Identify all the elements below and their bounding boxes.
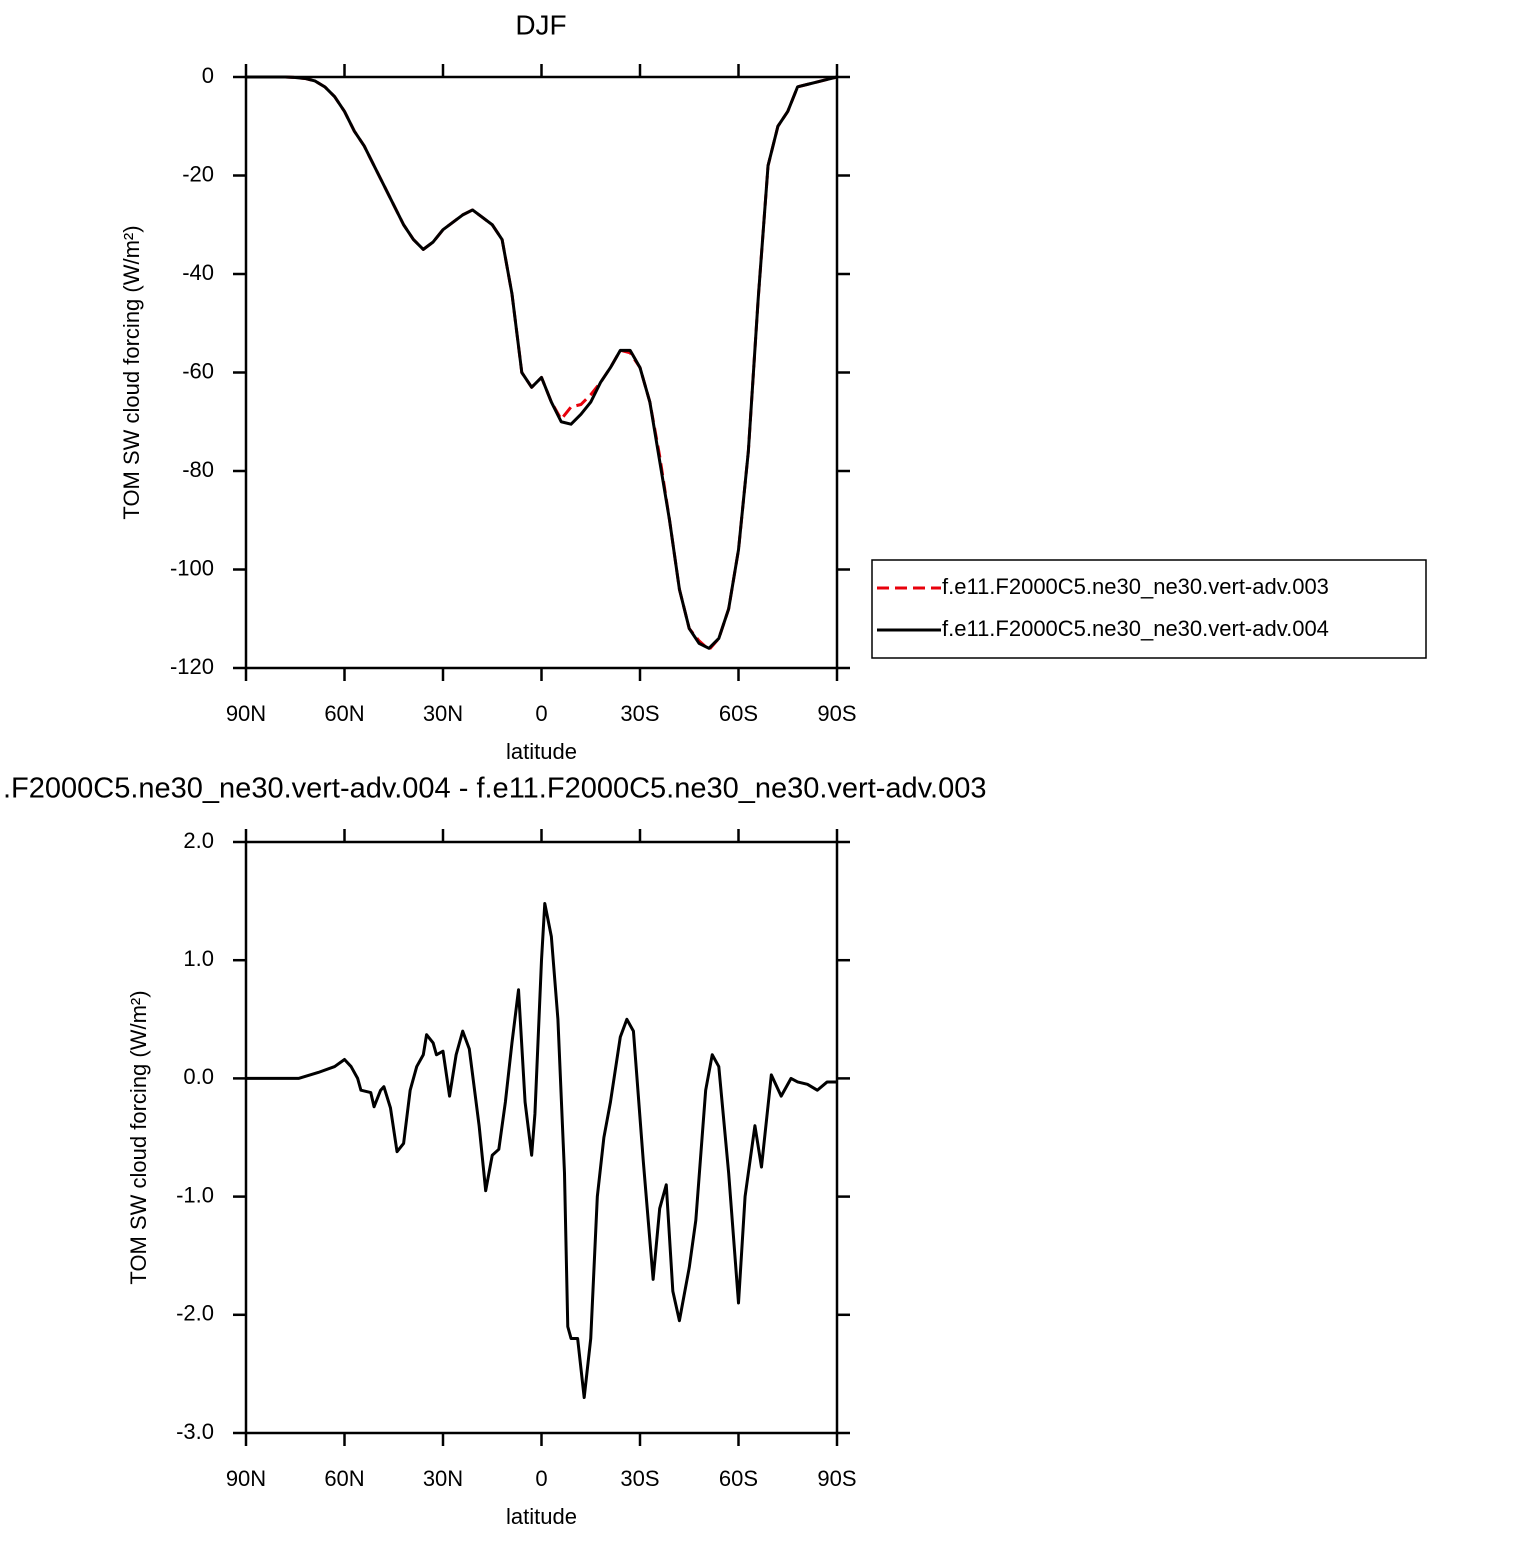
y-tick-label: -80 — [182, 457, 214, 482]
x-tick-label: 90S — [817, 1466, 856, 1491]
plot-frame — [244, 840, 839, 1435]
x-tick-label: 30S — [620, 1466, 659, 1491]
y-tick-label: -40 — [182, 260, 214, 285]
y-tick-label: -1.0 — [176, 1182, 214, 1207]
data-line — [246, 75, 838, 650]
legend-box — [871, 559, 1427, 659]
x-tick-label: 90S — [817, 701, 856, 726]
y-tick-label: 1.0 — [183, 946, 214, 971]
x-tick-label: 0 — [535, 701, 547, 726]
y-axis-label: TOM SW cloud forcing (W/m²) — [119, 225, 144, 519]
legend-label: f.e11.F2000C5.ne30_ne30.vert-adv.003 — [942, 574, 1329, 599]
x-axis-label: latitude — [506, 739, 577, 764]
y-tick-label: -120 — [170, 654, 214, 679]
x-tick-label: 90N — [226, 1466, 266, 1491]
x-tick-label: 60S — [719, 1466, 758, 1491]
x-tick-label: 0 — [535, 1466, 547, 1491]
y-axis-label: TOM SW cloud forcing (W/m²) — [126, 990, 151, 1284]
y-tick-label: -20 — [182, 161, 214, 186]
chart-title: DJF — [515, 9, 566, 40]
y-tick-label: -2.0 — [176, 1301, 214, 1326]
x-tick-label: 30N — [423, 1466, 463, 1491]
y-tick-label: 2.0 — [183, 828, 214, 853]
x-tick-label: 90N — [226, 701, 266, 726]
x-tick-label: 60N — [324, 1466, 364, 1491]
y-tick-label: -60 — [182, 358, 214, 383]
x-tick-label: 30S — [620, 701, 659, 726]
y-tick-label: 0 — [202, 63, 214, 88]
y-tick-label: 0.0 — [183, 1064, 214, 1089]
x-tick-label: 60N — [324, 701, 364, 726]
legend-label: f.e11.F2000C5.ne30_ne30.vert-adv.004 — [942, 616, 1329, 641]
data-line — [246, 901, 837, 1400]
x-axis-label: latitude — [506, 1504, 577, 1529]
y-tick-label: -100 — [170, 555, 214, 580]
y-tick-label: -3.0 — [176, 1419, 214, 1444]
x-tick-label: 30N — [423, 701, 463, 726]
data-line — [246, 75, 838, 652]
chart-title: .F2000C5.ne30_ne30.vert-adv.004 - f.e11.… — [3, 773, 986, 805]
plot-frame — [244, 75, 839, 670]
x-tick-label: 60S — [719, 701, 758, 726]
